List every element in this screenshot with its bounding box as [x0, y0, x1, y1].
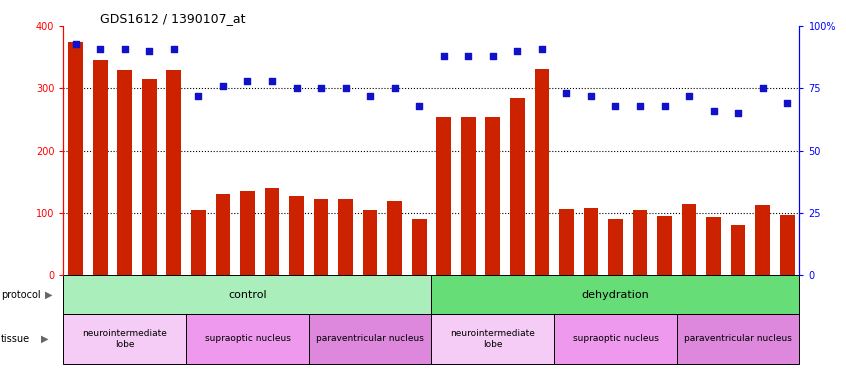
Bar [559, 209, 574, 275]
Bar [657, 216, 672, 275]
Text: paraventricular nucleus: paraventricular nucleus [316, 334, 424, 344]
Bar [309, 314, 431, 364]
Point [608, 103, 622, 109]
Point [142, 48, 156, 54]
Point [191, 93, 205, 99]
Point [559, 90, 573, 96]
Bar [186, 314, 309, 364]
Bar [731, 225, 745, 275]
Point [584, 93, 597, 99]
Text: control: control [228, 290, 266, 300]
Bar [431, 275, 799, 314]
Bar [93, 60, 107, 275]
Text: dehydration: dehydration [581, 290, 650, 300]
Bar [387, 201, 402, 275]
Point [167, 46, 180, 52]
Text: GDS1612 / 1390107_at: GDS1612 / 1390107_at [100, 12, 245, 25]
Bar [363, 210, 377, 275]
Bar [240, 191, 255, 275]
Text: tissue: tissue [1, 334, 30, 344]
Bar [535, 69, 549, 275]
Point [69, 40, 82, 46]
Point [780, 100, 794, 106]
Point [240, 78, 254, 84]
Point [437, 53, 450, 59]
Point [387, 86, 401, 92]
Bar [633, 210, 647, 275]
Bar [142, 79, 157, 275]
Bar [63, 314, 186, 364]
Bar [755, 205, 770, 275]
Point [755, 86, 769, 92]
Bar [554, 314, 677, 364]
Bar [431, 314, 554, 364]
Bar [167, 70, 181, 275]
Bar [706, 217, 721, 275]
Bar [584, 208, 598, 275]
Bar [289, 196, 304, 275]
Point [314, 86, 327, 92]
Point [657, 103, 671, 109]
Bar [191, 210, 206, 275]
Text: ▶: ▶ [45, 290, 52, 300]
Bar [118, 70, 132, 275]
Bar [338, 199, 353, 275]
Point [289, 86, 303, 92]
Bar [265, 188, 279, 275]
Point [486, 53, 499, 59]
Point [363, 93, 376, 99]
Point [118, 46, 131, 52]
Bar [412, 219, 426, 275]
Bar [461, 117, 475, 275]
Text: supraoptic nucleus: supraoptic nucleus [573, 334, 658, 344]
Bar [608, 219, 623, 275]
Point [633, 103, 646, 109]
Text: supraoptic nucleus: supraoptic nucleus [205, 334, 290, 344]
Text: neurointermediate
lobe: neurointermediate lobe [450, 329, 536, 348]
Point [93, 46, 107, 52]
Bar [314, 199, 328, 275]
Point [216, 83, 229, 89]
Bar [437, 117, 451, 275]
Point [535, 46, 548, 52]
Text: protocol: protocol [1, 290, 41, 300]
Point [510, 48, 524, 54]
Point [706, 108, 720, 114]
Point [461, 53, 475, 59]
Bar [216, 194, 230, 275]
Text: paraventricular nucleus: paraventricular nucleus [684, 334, 792, 344]
Point [731, 110, 744, 116]
Bar [780, 215, 794, 275]
Bar [63, 275, 431, 314]
Bar [682, 204, 696, 275]
Point [682, 93, 695, 99]
Text: neurointermediate
lobe: neurointermediate lobe [82, 329, 168, 348]
Point [338, 86, 352, 92]
Bar [677, 314, 799, 364]
Bar [510, 98, 525, 275]
Bar [486, 117, 500, 275]
Point [412, 103, 426, 109]
Point [265, 78, 278, 84]
Text: ▶: ▶ [41, 334, 48, 344]
Bar [69, 42, 83, 275]
